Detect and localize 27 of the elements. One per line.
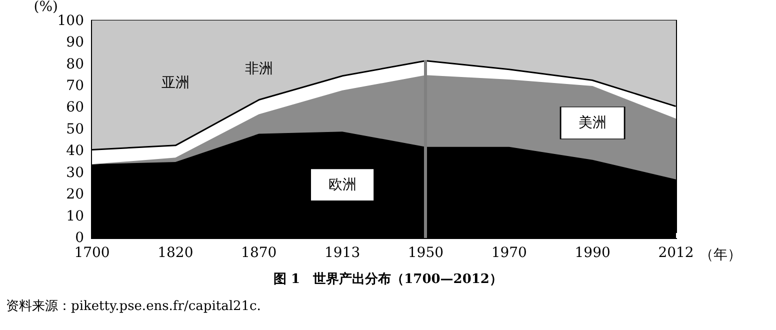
y-tick-label: 90 <box>66 34 84 51</box>
y-tick-label: 20 <box>66 186 84 203</box>
text: 资料来源：piketty.pse.ens.fr/capital21c. <box>6 299 261 314</box>
x-tick-label: 1950 <box>408 245 444 261</box>
y-axis-title: (%) <box>34 0 58 15</box>
x-axis-title: （年） <box>700 247 742 263</box>
x-tick-label: 1700 <box>74 245 110 261</box>
y-tick-label: 60 <box>66 100 84 116</box>
series-label: 欧洲 <box>328 176 356 193</box>
y-tick-label: 0 <box>75 230 84 246</box>
x-tick-label: 1913 <box>324 245 360 261</box>
y-tick-label: 70 <box>66 78 84 94</box>
x-tick-label: 1820 <box>158 245 194 261</box>
text: 图 1 世界产出分布（1700—2012） <box>274 271 502 287</box>
x-tick-label: 1870 <box>241 245 277 261</box>
y-tick-label: 40 <box>66 143 84 160</box>
x-tick-label: 1990 <box>574 245 610 261</box>
y-tick-label: 30 <box>66 164 84 181</box>
x-tick-label: 1970 <box>491 245 527 261</box>
x-tick-label: 2012 <box>658 245 694 261</box>
y-tick-label: 80 <box>66 56 84 72</box>
series-label: 美洲 <box>578 114 607 131</box>
series-label: 亚洲 <box>161 74 190 91</box>
series-label: 非洲 <box>244 61 273 78</box>
y-tick-label: 100 <box>57 12 84 29</box>
y-tick-label: 50 <box>66 121 84 138</box>
y-tick-label: 10 <box>66 208 84 224</box>
